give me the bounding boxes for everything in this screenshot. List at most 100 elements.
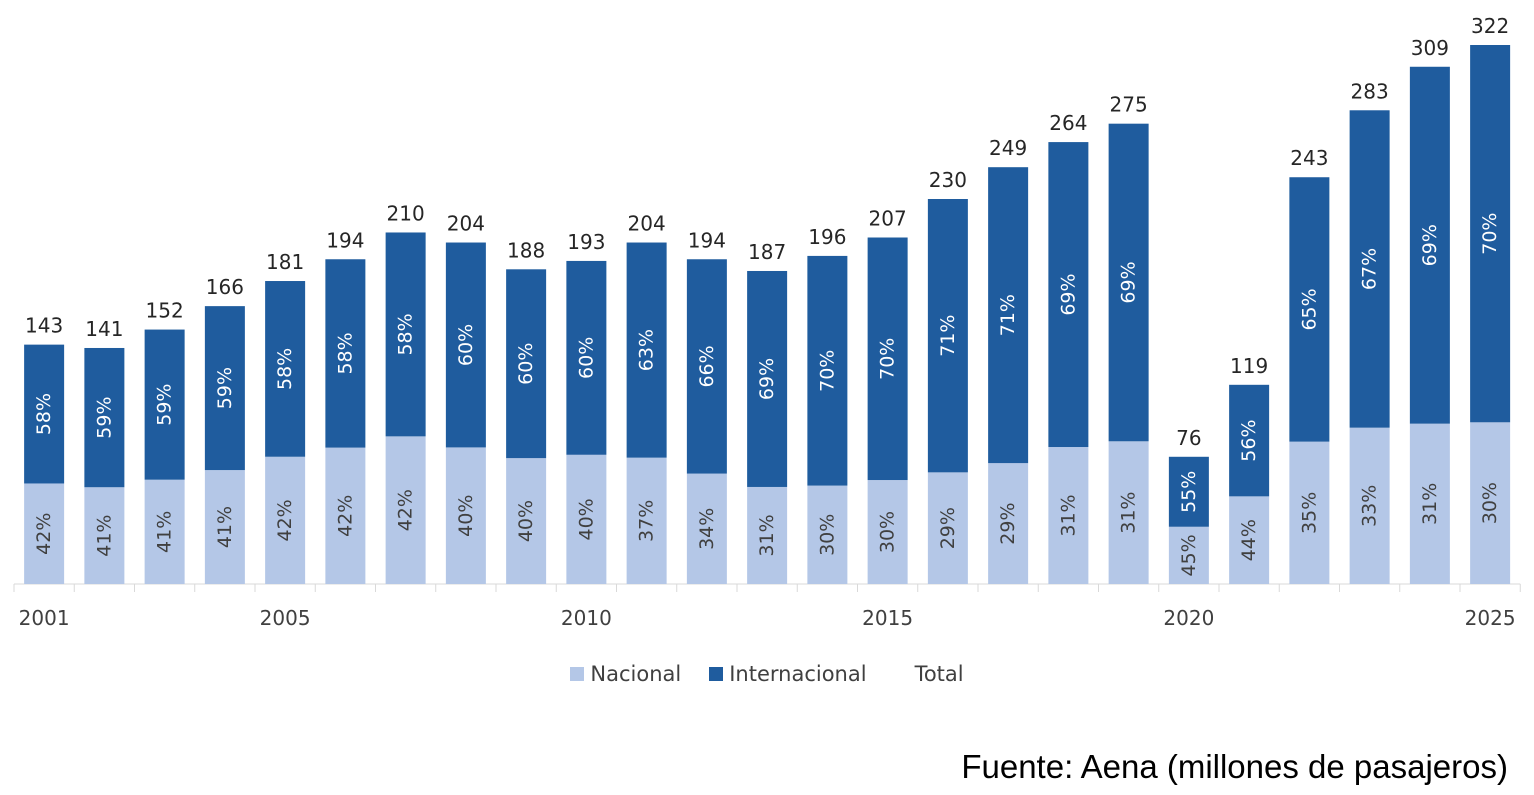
bar-nacional [867, 480, 908, 584]
label-internacional-percent: 59% [214, 367, 236, 409]
bar-internacional [1289, 177, 1330, 442]
bar-nacional [988, 463, 1029, 584]
label-internacional-percent: 70% [877, 338, 899, 380]
legend-label-total: Total [914, 662, 964, 686]
label-internacional-percent: 70% [1479, 213, 1501, 255]
bar-nacional [24, 483, 65, 584]
label-nacional-percent: 29% [997, 502, 1019, 544]
label-total: 309 [1411, 36, 1449, 60]
label-total: 204 [447, 212, 485, 236]
label-internacional-percent: 59% [154, 384, 176, 426]
x-tick-label: 2005 [260, 606, 311, 630]
bar-nacional [1168, 526, 1209, 584]
label-internacional-percent: 63% [636, 329, 658, 371]
label-nacional-percent: 42% [334, 495, 356, 537]
label-nacional-percent: 30% [816, 514, 838, 556]
bar-nacional [1349, 427, 1390, 584]
label-total: 194 [688, 228, 726, 252]
x-tick-label: 2015 [862, 606, 913, 630]
bar-internacional [445, 242, 486, 448]
x-tick-label: 2025 [1465, 606, 1516, 630]
bar-nacional [747, 486, 788, 584]
legend-swatch-internacional [709, 667, 724, 681]
label-total: 76 [1176, 426, 1201, 450]
bar-nacional [1409, 423, 1450, 584]
label-nacional-percent: 30% [1479, 482, 1501, 524]
label-internacional-percent: 58% [334, 332, 356, 374]
bar-nacional [445, 447, 486, 584]
bar-internacional [867, 237, 908, 481]
label-nacional-percent: 42% [274, 499, 296, 541]
bar-nacional [1289, 441, 1330, 584]
label-nacional-percent: 40% [455, 495, 477, 537]
label-nacional-percent: 31% [1419, 483, 1441, 525]
label-internacional-percent: 67% [1359, 248, 1381, 290]
label-internacional-percent: 66% [696, 345, 718, 387]
label-internacional-percent: 58% [274, 348, 296, 390]
label-total: 141 [85, 317, 123, 341]
label-internacional-percent: 58% [33, 393, 55, 435]
label-total: 119 [1230, 354, 1268, 378]
bar-internacional [265, 281, 306, 457]
label-nacional-percent: 45% [1178, 534, 1200, 576]
label-nacional-percent: 29% [937, 507, 959, 549]
bar-internacional [1108, 123, 1149, 442]
label-internacional-percent: 60% [575, 337, 597, 379]
label-total: 143 [25, 314, 63, 338]
label-internacional-percent: 69% [1419, 224, 1441, 266]
bar-nacional [84, 487, 125, 584]
label-internacional-percent: 65% [1298, 288, 1320, 330]
label-total: 264 [1049, 111, 1087, 135]
label-nacional-percent: 40% [575, 498, 597, 540]
legend-label-nacional: Nacional [590, 662, 682, 686]
label-internacional-percent: 69% [756, 358, 778, 400]
label-nacional-percent: 44% [1238, 519, 1260, 561]
bar-internacional [144, 329, 185, 480]
label-nacional-percent: 31% [1057, 494, 1079, 536]
bar-internacional [1409, 66, 1450, 424]
x-tick-label: 2020 [1163, 606, 1214, 630]
label-total: 187 [748, 240, 786, 264]
label-internacional-percent: 60% [455, 324, 477, 366]
stacked-bar-chart: 42% 58% 143 2001 41% 59% 141 41% 59% 152 41% 59% 166… [13, 14, 1521, 630]
label-internacional-percent: 56% [1238, 419, 1260, 461]
label-total: 196 [808, 225, 846, 249]
bar-nacional [807, 485, 848, 584]
label-nacional-percent: 37% [636, 500, 658, 542]
source-note: Fuente: Aena (millones de pasajeros) [961, 748, 1508, 785]
bar-internacional [747, 270, 788, 487]
label-nacional-percent: 42% [395, 489, 417, 531]
label-total: 207 [869, 207, 907, 231]
bar-internacional [988, 167, 1029, 464]
legend-swatch-nacional [570, 667, 585, 681]
label-total: 193 [567, 230, 605, 254]
label-internacional-percent: 71% [937, 315, 959, 357]
bar-nacional [927, 472, 968, 584]
bar-internacional [566, 260, 607, 455]
bar-nacional [626, 457, 667, 584]
legend-label-internacional: Internacional [729, 662, 867, 686]
label-total: 152 [146, 299, 184, 323]
label-nacional-percent: 33% [1359, 485, 1381, 527]
label-internacional-percent: 60% [515, 343, 537, 385]
label-nacional-percent: 42% [33, 513, 55, 555]
bar-internacional [84, 347, 125, 488]
label-total: 249 [989, 136, 1027, 160]
bar-internacional [1168, 456, 1209, 527]
label-nacional-percent: 31% [1118, 492, 1140, 534]
x-tick-label: 2010 [561, 606, 612, 630]
bar-internacional [506, 269, 547, 459]
label-nacional-percent: 31% [756, 514, 778, 556]
bar-nacional [1470, 422, 1511, 584]
bar-internacional [24, 344, 65, 484]
bar-internacional [1470, 45, 1511, 423]
chart-legend: Nacional Internacional Total [0, 662, 1534, 686]
label-internacional-percent: 55% [1178, 471, 1200, 513]
label-total: 322 [1471, 14, 1509, 38]
bar-nacional [566, 454, 607, 584]
label-total: 181 [266, 250, 304, 274]
bar-internacional [1229, 384, 1270, 497]
bar-nacional [686, 473, 727, 584]
bar-nacional [506, 458, 547, 584]
label-internacional-percent: 69% [1118, 261, 1140, 303]
